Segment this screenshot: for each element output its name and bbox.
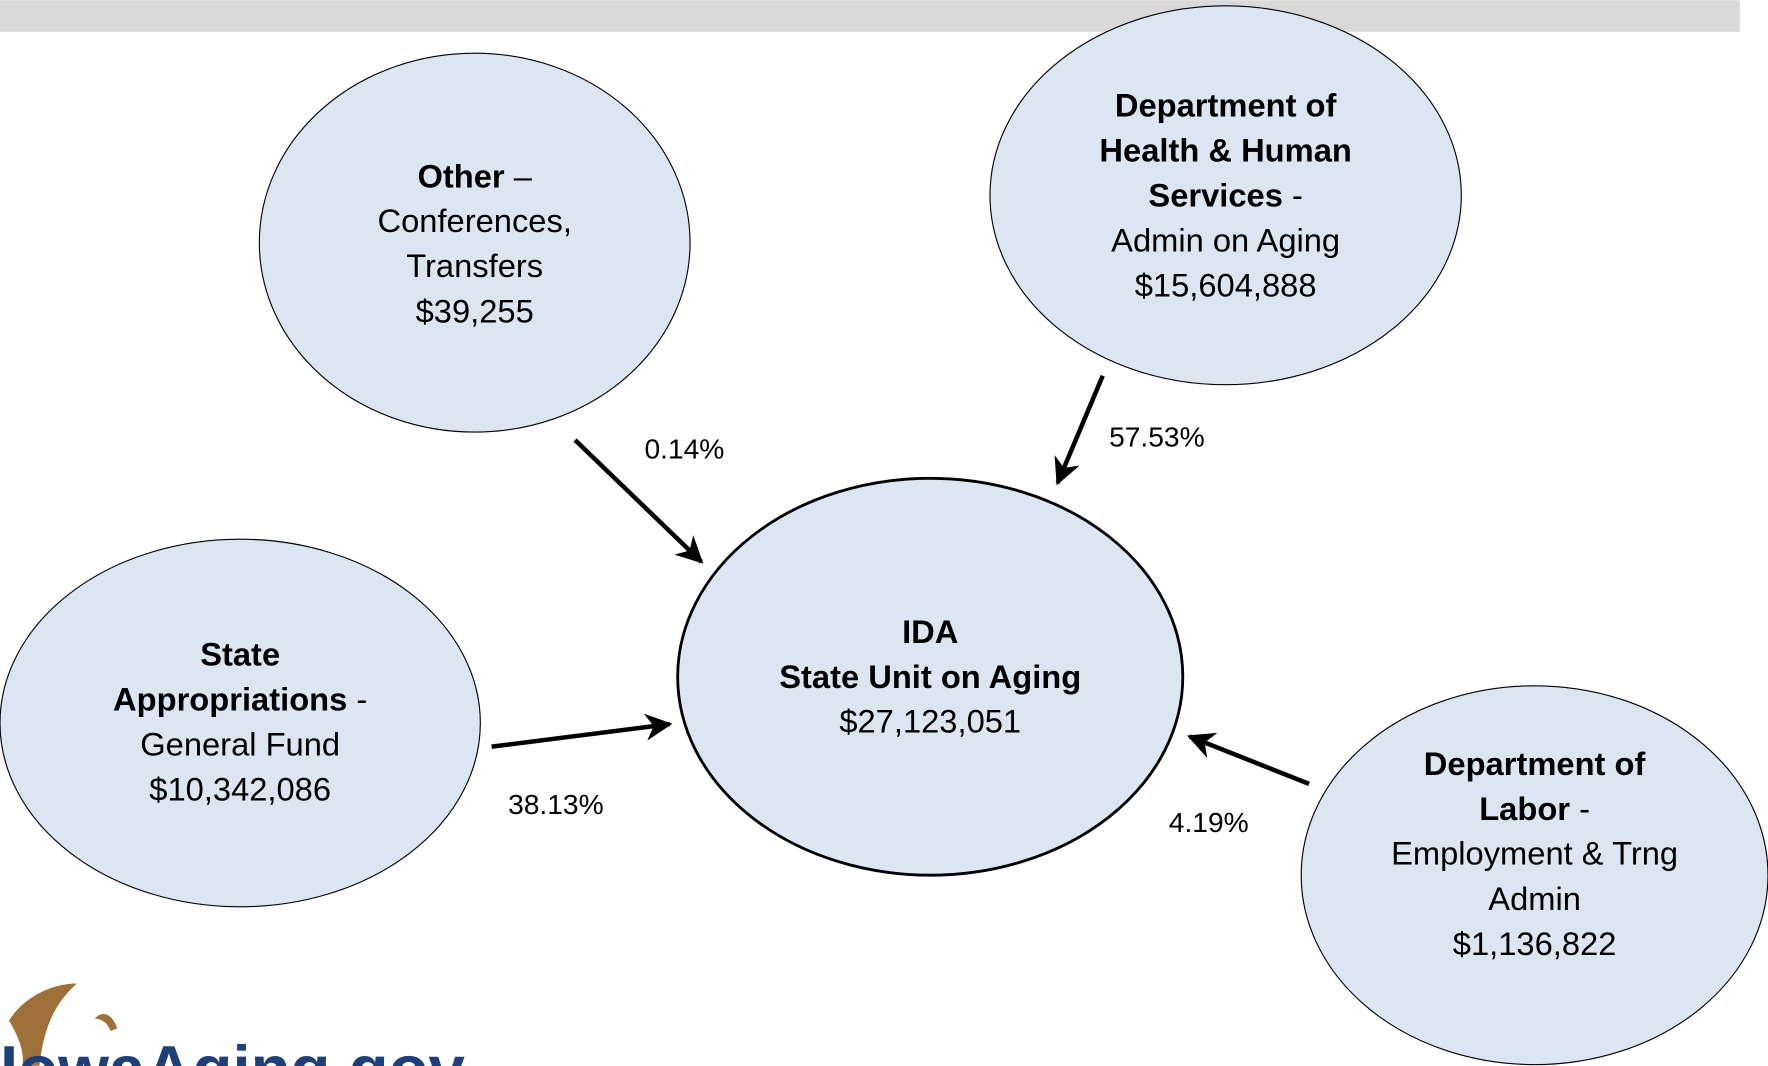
node-ellipse: [676, 476, 1185, 877]
node-title-line: Appropriations -: [113, 680, 367, 717]
logo-swoosh: [9, 983, 77, 1066]
edge-arrow: [1054, 374, 1105, 486]
edge-arrow: [491, 713, 673, 749]
node-ellipse: [989, 5, 1462, 386]
node-title: Services: [1148, 176, 1283, 213]
edge-label: 0.14%: [644, 433, 724, 465]
node-amount: $1,136,822: [1453, 925, 1617, 962]
logo-swoosh-small: [94, 1014, 118, 1031]
node-ellipse: [1300, 685, 1768, 1066]
edge-label: 4.19%: [1169, 806, 1249, 838]
node-ellipse: [0, 538, 481, 908]
node-title-line: Department of: [1424, 744, 1646, 781]
logo-text: IowaAging.gov: [0, 1032, 466, 1066]
node-title: Other: [417, 157, 504, 194]
node-title-line: Labor -: [1479, 790, 1590, 827]
node-amount: $27,123,051: [839, 703, 1021, 740]
edge-arrow: [573, 438, 704, 564]
node-separator: -: [1283, 176, 1303, 213]
node-title-line: Services -: [1148, 176, 1302, 213]
header-bar: [0, 0, 1740, 32]
edge-label: 38.13%: [508, 788, 604, 820]
node-title-line: Other –: [417, 157, 532, 194]
node-line: General Fund: [140, 725, 340, 762]
node-title: Health & Human: [1099, 131, 1351, 168]
node-line: Admin on Aging: [1111, 221, 1340, 258]
node-title: Department of: [1424, 744, 1646, 781]
node-separator: –: [505, 157, 533, 194]
node-amount: $10,342,086: [149, 770, 331, 807]
node-separator: -: [347, 680, 367, 717]
node-title: State Unit on Aging: [779, 658, 1081, 695]
node-amount: $15,604,888: [1135, 266, 1317, 303]
node-amount: $39,255: [416, 292, 534, 329]
node-title: IDA: [902, 613, 958, 650]
node-separator: -: [1570, 790, 1590, 827]
edge-label: 57.53%: [1109, 420, 1205, 452]
node-title-line: IDA: [902, 613, 958, 650]
node-line: Admin: [1488, 880, 1581, 917]
node-title-line: State Unit on Aging: [779, 658, 1081, 695]
edge-arrow: [1187, 732, 1310, 786]
node-title: Labor: [1479, 790, 1570, 827]
node-line: Transfers: [406, 247, 543, 284]
node-line: Employment & Trng: [1391, 835, 1678, 872]
node-title: Department of: [1115, 86, 1337, 123]
node-title-line: Health & Human: [1099, 131, 1351, 168]
node-title-line: Department of: [1115, 86, 1337, 123]
node-title: Appropriations: [113, 680, 347, 717]
node-line: Conferences,: [377, 202, 571, 239]
node-ellipse: [258, 52, 691, 433]
node-title-line: State: [200, 635, 280, 672]
node-title: State: [200, 635, 280, 672]
